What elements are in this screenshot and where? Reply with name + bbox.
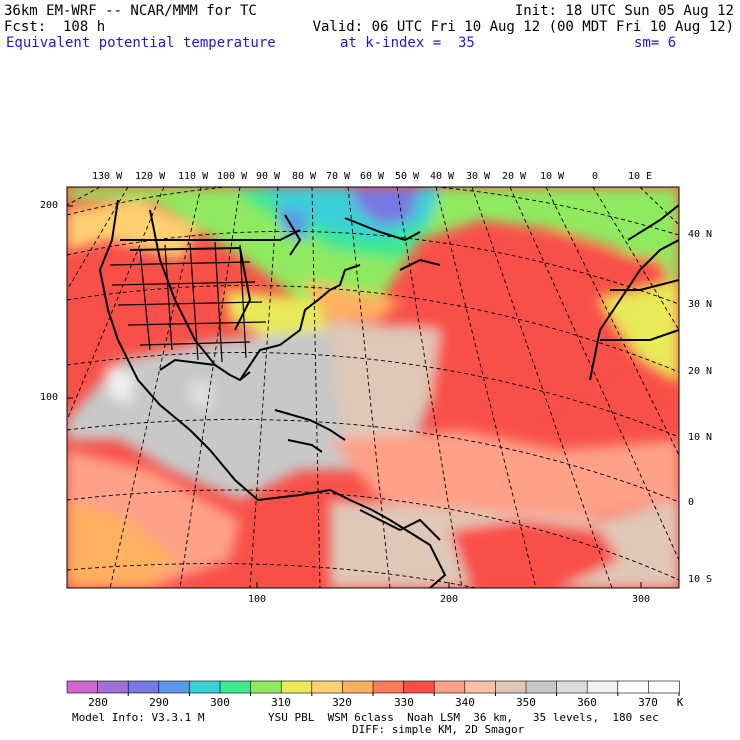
lon-label: 60 W xyxy=(360,171,385,182)
coastlines xyxy=(98,199,679,588)
frame-ticks xyxy=(67,205,642,588)
smoothing-info: sm= 6 xyxy=(634,35,677,51)
state-borders xyxy=(109,241,267,363)
colorbar-swatch xyxy=(127,680,160,694)
grid-y-label: 200 xyxy=(40,200,59,211)
lon-label: 0 xyxy=(592,171,599,182)
colorbar-label: 310 xyxy=(271,696,291,709)
lon-label: 20 W xyxy=(502,171,527,182)
lon-label: 130 W xyxy=(92,171,123,182)
map-frame xyxy=(66,186,680,589)
colorbar-swatch xyxy=(219,680,252,694)
colorbar-label: 290 xyxy=(149,696,169,709)
lat-label: 0 xyxy=(688,497,695,508)
colorbar-swatch xyxy=(617,680,650,694)
grid-y-label: 100 xyxy=(40,392,59,403)
colorbar-label: 370 xyxy=(638,696,658,709)
colorbar-swatch xyxy=(495,680,527,694)
colorbar-swatch xyxy=(372,680,405,694)
init-time: Init: 18 UTC Sun 05 Aug 12 xyxy=(514,3,734,19)
lat-label: 10 N xyxy=(688,432,713,443)
lon-label: 110 W xyxy=(178,171,209,182)
colorbar-label: 330 xyxy=(394,696,414,709)
lon-label: 10 E xyxy=(628,171,653,182)
colorbar-swatch xyxy=(433,680,466,694)
colorbar-swatch xyxy=(342,680,374,694)
lon-label: 100 W xyxy=(217,171,248,182)
colorbar-label: 300 xyxy=(210,696,230,709)
colorbar-swatch xyxy=(280,680,313,694)
valid-time: Valid: 06 UTC Fri 10 Aug 12 (00 MDT Fri … xyxy=(312,19,734,35)
colorbar-swatch xyxy=(586,680,619,694)
colorbar-label: 320 xyxy=(332,696,352,709)
theta-e-field xyxy=(67,187,679,588)
lon-label: 30 W xyxy=(466,171,491,182)
lon-label: 10 W xyxy=(540,171,565,182)
colorbar-swatch xyxy=(525,680,558,694)
lon-label: 90 W xyxy=(256,171,281,182)
lat-label: 40 N xyxy=(688,229,713,240)
lon-label: 70 W xyxy=(326,171,351,182)
colorbar-swatch xyxy=(403,680,436,694)
colorbar-swatch xyxy=(66,680,99,694)
lon-label: 50 W xyxy=(395,171,420,182)
colorbar-swatch xyxy=(648,680,680,694)
colorbar-label: 280 xyxy=(88,696,108,709)
lat-label: 20 N xyxy=(688,366,713,377)
physics-info: YSU PBL WSM 6class Noah LSM 36 km, 35 le… xyxy=(268,711,659,724)
lat-label: 10 S xyxy=(688,574,713,585)
level-info: at k-index = 35 xyxy=(340,35,475,51)
colorbar-unit: K xyxy=(676,696,684,709)
colorbar-swatch xyxy=(311,680,344,694)
colorbar-label: 350 xyxy=(516,696,536,709)
colorbar-label: 360 xyxy=(577,696,597,709)
lon-label: 40 W xyxy=(430,171,455,182)
lon-label: 80 W xyxy=(292,171,317,182)
colorbar-label: 340 xyxy=(455,696,475,709)
colorbar-swatch xyxy=(97,680,129,694)
colorbar xyxy=(66,680,680,696)
colorbar-swatch xyxy=(158,680,191,694)
lat-label: 30 N xyxy=(688,299,713,310)
forecast-hour: Fcst: 108 h xyxy=(4,19,106,35)
grid-x-label: 300 xyxy=(632,594,651,605)
colorbar-swatch xyxy=(556,680,588,694)
lon-label: 120 W xyxy=(135,171,166,182)
diffusion-info: DIFF: simple KM, 2D Smagor xyxy=(352,723,525,736)
grid-x-label: 100 xyxy=(248,594,267,605)
model-info: Model Info: V3.3.1 M xyxy=(72,711,205,724)
colorbar-swatch xyxy=(250,680,283,694)
colorbar-swatch xyxy=(189,680,221,694)
field-name: Equivalent potential temperature xyxy=(6,35,276,51)
grid-x-label: 200 xyxy=(440,594,459,605)
colorbar-swatch xyxy=(464,680,497,694)
model-title: 36km EM-WRF -- NCAR/MMM for TC xyxy=(4,3,257,19)
